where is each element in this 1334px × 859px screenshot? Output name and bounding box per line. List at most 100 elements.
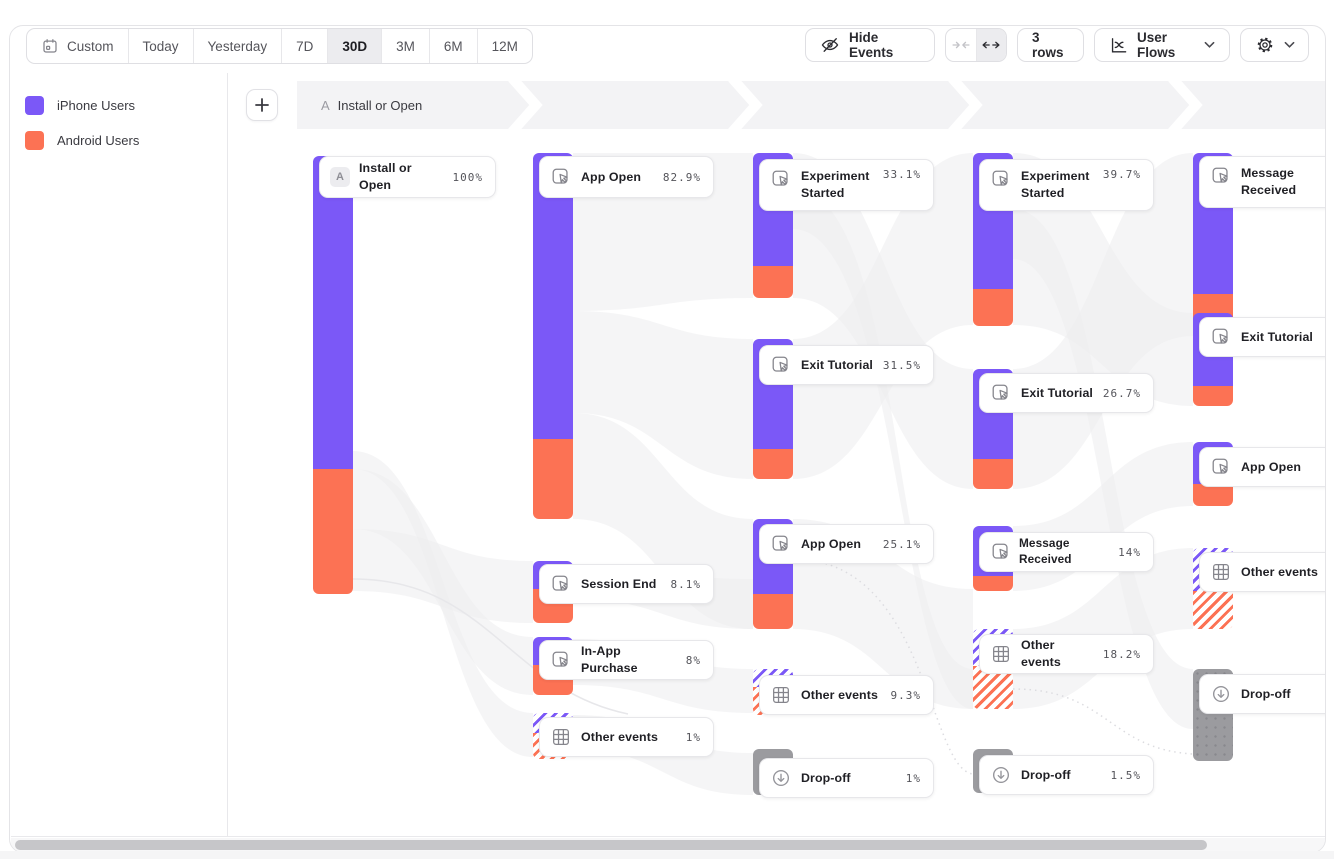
flow-node-other-events[interactable]: Other events 9.3%	[759, 675, 934, 715]
node-label: Other events	[1241, 564, 1318, 579]
flow-node-message-received[interactable]: Message Received	[1199, 156, 1325, 208]
flow-node-in-app-purchase[interactable]: In-App Purchase 8%	[539, 640, 714, 680]
step-label: Install or Open	[337, 97, 423, 113]
event-icon	[770, 168, 792, 190]
bar-segment-android-hatched	[1193, 591, 1233, 629]
flow-node-exit-tutorial[interactable]: Exit Tutorial 26.7%	[979, 373, 1154, 413]
node-label: Session End	[581, 576, 657, 591]
node-percent: 9.3%	[890, 688, 921, 702]
date-range-30d[interactable]: 30D	[328, 29, 383, 63]
bar-segment-android	[1193, 386, 1233, 406]
flow-node-experiment-started[interactable]: Experiment Started 33.1%	[759, 159, 934, 211]
bar-segment-android	[753, 266, 793, 298]
flow-node-app-open[interactable]: App Open 82.9%	[539, 156, 714, 198]
node-percent: 31.5%	[882, 358, 921, 372]
flow-node-exit-tutorial[interactable]: Exit Tutorial 31.5%	[759, 345, 934, 385]
sidebar-divider	[227, 73, 228, 836]
sankey-bar[interactable]	[313, 156, 353, 594]
date-range-3m[interactable]: 3M	[382, 29, 430, 63]
view-selector-dropdown[interactable]: User Flows	[1094, 28, 1230, 62]
expand-columns-button[interactable]	[975, 29, 1006, 61]
add-step-button[interactable]	[246, 89, 278, 121]
flow-step-banner[interactable]: A Install or Open	[297, 81, 1325, 129]
flow-node-experiment-started[interactable]: Experiment Started 39.7%	[979, 159, 1154, 211]
flow-node-app-open[interactable]: App Open 25.1%	[759, 524, 934, 564]
date-range-12m[interactable]: 12M	[491, 38, 518, 54]
node-percent: 26.7%	[1102, 386, 1141, 400]
node-label: Drop-off	[1241, 686, 1291, 701]
legend-label: iPhone Users	[57, 98, 136, 113]
event-icon	[1210, 456, 1232, 478]
flow-node-other-events[interactable]: Other events 18.2%	[979, 634, 1154, 674]
arrows-inward-icon	[952, 38, 970, 52]
legend-item-android-users[interactable]: Android Users	[25, 131, 139, 150]
node-label: Experiment Started	[1021, 169, 1090, 200]
bar-segment-android	[973, 459, 1013, 489]
flow-node-drop-off[interactable]: Drop-off 1%	[759, 758, 934, 798]
drop-off-icon	[1210, 683, 1232, 705]
grid-icon	[990, 643, 1012, 665]
chevron-down-icon	[1284, 41, 1295, 49]
drop-off-icon	[990, 764, 1012, 786]
node-label: Exit Tutorial	[801, 357, 873, 372]
flow-node-drop-off[interactable]: Drop-off 1.5%	[979, 755, 1154, 795]
grid-icon	[770, 684, 792, 706]
flow-node-app-open[interactable]: App Open	[1199, 447, 1325, 487]
rows-count-button[interactable]: 3 rows	[1017, 28, 1084, 62]
node-percent: 8.1%	[670, 577, 701, 591]
node-percent: 39.7%	[1102, 168, 1141, 181]
flow-node-other-events[interactable]: Other events 1%	[539, 717, 714, 757]
node-label: Other events	[1021, 638, 1061, 669]
iphone-users-swatch	[25, 96, 44, 115]
collapse-expand-toggle	[945, 28, 1007, 62]
user-flows-chart-icon	[1109, 36, 1128, 55]
bar-segment-android	[753, 449, 793, 479]
date-range-6m[interactable]: 6M	[430, 29, 478, 63]
flow-node-message-received[interactable]: Message Received 14%	[979, 532, 1154, 572]
hide-events-button[interactable]: Hide Events	[805, 28, 935, 62]
drop-off-icon	[770, 767, 792, 789]
bar-segment-android	[973, 576, 1013, 591]
step-a-badge: A	[330, 167, 350, 187]
node-label: App Open	[581, 169, 641, 184]
date-range-custom[interactable]: Custom	[27, 29, 129, 63]
flow-node-session-end[interactable]: Session End 8.1%	[539, 564, 714, 604]
event-icon	[770, 354, 792, 376]
flow-node-other-events[interactable]: Other events	[1199, 552, 1325, 592]
node-label: Install or Open	[359, 161, 412, 192]
node-label: Drop-off	[801, 770, 851, 785]
collapse-columns-button[interactable]	[946, 29, 976, 61]
date-range-7d[interactable]: 7D	[282, 29, 329, 63]
date-range-today[interactable]: Today	[129, 29, 194, 63]
sankey-bar[interactable]	[533, 153, 573, 519]
date-range-label: Custom	[67, 38, 114, 54]
android-users-swatch	[25, 131, 44, 150]
arrows-outward-icon	[982, 38, 1000, 52]
node-percent: 1%	[905, 771, 921, 785]
canvas-bottom-divider	[11, 836, 1325, 837]
flow-node-exit-tutorial[interactable]: Exit Tutorial	[1199, 317, 1325, 357]
event-icon	[1210, 165, 1232, 187]
node-percent: 100%	[452, 170, 483, 184]
node-label: Message Received	[1019, 536, 1072, 566]
sankey-links	[352, 153, 1194, 795]
gear-icon	[1255, 35, 1275, 55]
node-label: App Open	[801, 536, 861, 551]
flow-node-install-or-open[interactable]: A Install or Open 100%	[319, 156, 496, 198]
app-window: Custom Today Yesterday 7D 30D 3M 6M 12M …	[9, 25, 1326, 853]
node-label: In-App Purchase	[581, 644, 638, 675]
node-percent: 14%	[1118, 545, 1141, 559]
settings-dropdown[interactable]	[1240, 28, 1309, 62]
chevron-down-icon	[1204, 41, 1215, 49]
legend-label: Android Users	[57, 133, 140, 148]
date-range-yesterday[interactable]: Yesterday	[194, 29, 283, 63]
grid-icon	[550, 726, 572, 748]
node-percent: 8%	[685, 653, 701, 667]
step-title: A Install or Open	[321, 81, 422, 129]
flow-node-drop-off[interactable]: Drop-off	[1199, 674, 1325, 714]
step-chevron-separators	[508, 81, 1203, 129]
event-icon	[550, 573, 572, 595]
node-label: Message Received	[1241, 166, 1297, 197]
horizontal-scrollbar-thumb[interactable]	[15, 840, 1207, 850]
legend-item-iphone-users[interactable]: iPhone Users	[25, 96, 135, 115]
